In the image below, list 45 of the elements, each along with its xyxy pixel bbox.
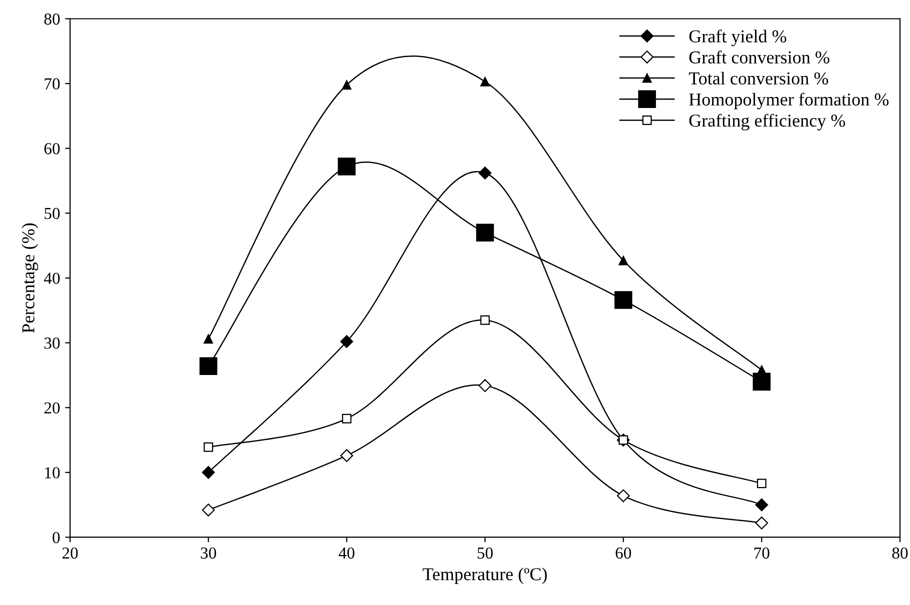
point xyxy=(342,80,352,90)
y-tick-label: 0 xyxy=(52,532,60,544)
x-tick-label: 40 xyxy=(338,547,354,559)
point xyxy=(755,498,768,512)
legend-label: Graft yield % xyxy=(689,30,786,46)
legend-label: Homopolymer formation % xyxy=(689,92,889,110)
y-tick-label: 50 xyxy=(44,208,60,220)
point xyxy=(476,224,494,242)
point xyxy=(338,158,356,176)
point xyxy=(755,516,768,530)
point xyxy=(478,166,492,180)
x-tick-label: 80 xyxy=(892,547,908,559)
point xyxy=(614,291,632,309)
point xyxy=(478,379,492,392)
point xyxy=(618,256,628,266)
point xyxy=(200,357,218,376)
legend-label: Total conversion % xyxy=(688,72,828,85)
y-tick-label: 80 xyxy=(44,13,60,25)
x-tick-label: 50 xyxy=(478,547,493,559)
legend-label: Grafting efficiency % xyxy=(689,114,846,130)
point xyxy=(756,478,766,488)
point xyxy=(202,466,215,479)
x-tick-label: 70 xyxy=(754,547,770,559)
point xyxy=(204,442,214,452)
y-tick-label: 30 xyxy=(44,338,60,349)
point xyxy=(480,315,490,325)
x-tick-label: 60 xyxy=(616,547,632,559)
y-tick-label: 20 xyxy=(44,402,60,414)
point xyxy=(340,335,354,348)
point xyxy=(202,504,215,516)
x-tick-label: 20 xyxy=(62,547,78,559)
y-tick-label: 10 xyxy=(45,467,60,478)
point xyxy=(204,334,214,344)
point xyxy=(752,372,771,391)
point xyxy=(480,76,490,86)
y-tick-label: 70 xyxy=(44,78,60,90)
legend-label: Graft conversion % xyxy=(689,50,830,64)
point xyxy=(340,449,354,462)
x-axis-title: Temperature (ºC) xyxy=(422,568,547,584)
y-axis-title: Percentage (%) xyxy=(22,223,38,333)
point xyxy=(616,489,630,502)
y-tick-label: 40 xyxy=(44,272,60,284)
y-tick-label: 60 xyxy=(44,143,60,154)
x-tick-label: 30 xyxy=(200,547,216,559)
point xyxy=(342,414,352,424)
